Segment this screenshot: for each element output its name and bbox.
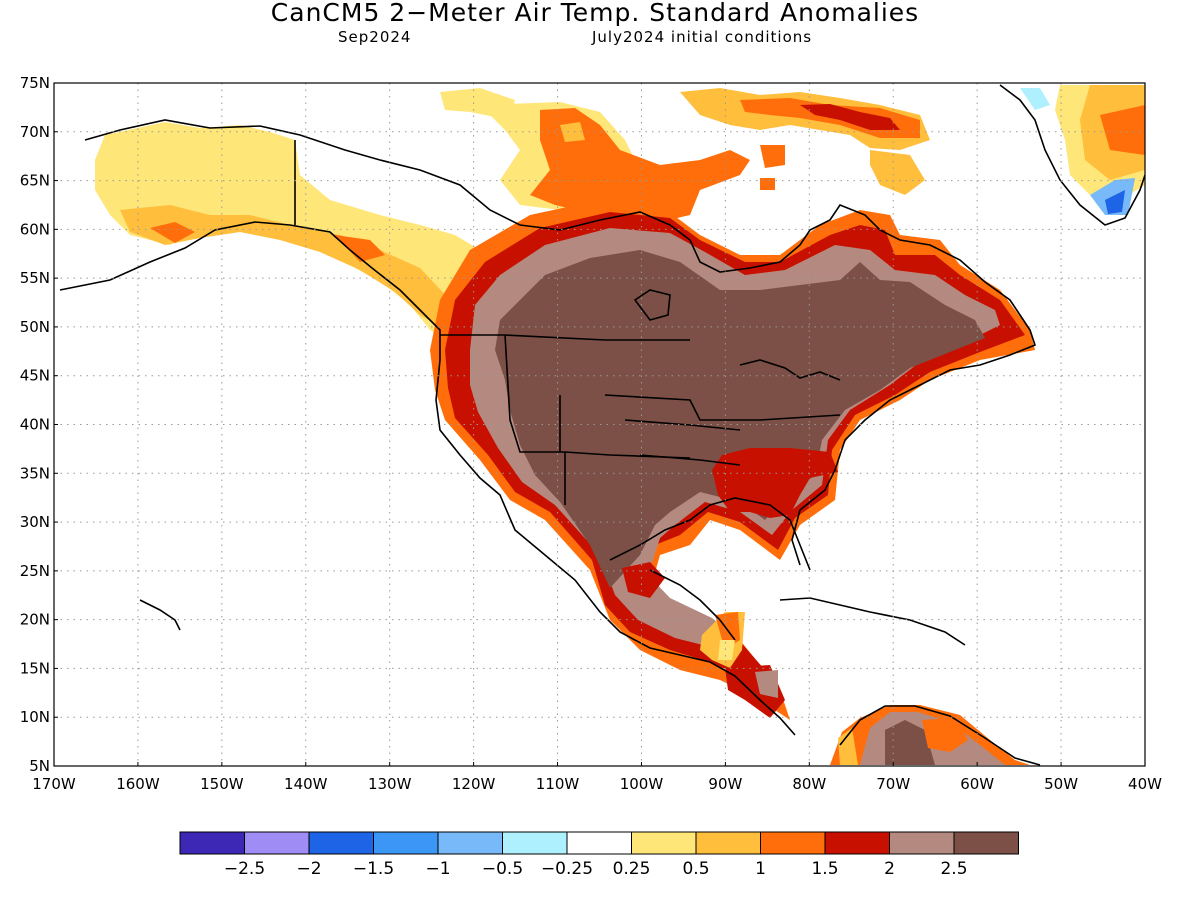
colorbar-label: 0.5: [682, 859, 709, 879]
colorbar-label: −1: [425, 859, 450, 879]
lon-tick-label: 100W: [620, 775, 664, 793]
latitude-labels: 75N 70N 65N 60N 55N 50N 45N 40N 35N 30N 25N 20N 15N 1…: [20, 74, 58, 775]
lon-tick-label: 60W: [960, 775, 994, 793]
colorbar-label: −1.5: [353, 859, 394, 879]
alaska-anomaly: [95, 122, 480, 345]
anomaly-field: [59, 84, 1145, 766]
colorbar-label: −0.5: [482, 859, 523, 879]
lat-tick-label: 30N: [20, 513, 50, 531]
lat-tick-label: 10N: [20, 708, 50, 726]
lon-tick-label: 90W: [708, 775, 742, 793]
south-america-anomaly: [830, 705, 1030, 765]
chart-title: CanCM5 2−Meter Air Temp. Standard Anomal…: [270, 0, 920, 27]
lon-tick-label: 70W: [876, 775, 910, 793]
colorbar-swatch: [373, 831, 439, 855]
lon-tick-label: 140W: [284, 775, 328, 793]
colorbar-swatch: [631, 831, 697, 855]
colorbar-label: −2.5: [224, 859, 265, 879]
longitude-labels: 170W 160W 150W 140W 130W 120W 110W 100W 90W 80W 70…: [32, 762, 1162, 793]
lat-tick-label: 75N: [20, 74, 50, 92]
colorbar-label: −0.25: [541, 859, 593, 879]
lat-tick-label: 55N: [20, 269, 50, 287]
forecast-month: Sep2024: [338, 28, 412, 46]
lat-tick-label: 60N: [20, 220, 50, 238]
lat-tick-label: 70N: [20, 123, 50, 141]
lat-tick-label: 20N: [20, 611, 50, 629]
colorbar-swatch: [824, 831, 890, 855]
lon-tick-label: 160W: [116, 775, 160, 793]
coastlines: [59, 84, 1145, 766]
initial-conditions: July2024 initial conditions: [592, 28, 813, 46]
lat-tick-label: 50N: [20, 318, 50, 336]
colorbar-swatch: [179, 831, 245, 855]
colorbar-swatch: [502, 831, 568, 855]
colorbar-swatch: [953, 831, 1019, 855]
colorbar-label: 2: [884, 859, 895, 879]
lat-tick-label: 15N: [20, 659, 50, 677]
lon-tick-label: 40W: [1128, 775, 1162, 793]
colorbar-swatch: [566, 831, 632, 855]
lat-tick-label: 25N: [20, 562, 50, 580]
arctic-anomaly: [440, 88, 930, 222]
lon-tick-label: 120W: [452, 775, 496, 793]
lat-tick-label: 5N: [29, 757, 50, 775]
lat-tick-label: 40N: [20, 416, 50, 434]
lon-tick-label: 130W: [368, 775, 412, 793]
colorbar-label: 0.25: [613, 859, 651, 879]
colorbar-label: −2: [296, 859, 321, 879]
colorbar-label: 1.5: [811, 859, 838, 879]
colorbar-swatch: [308, 831, 374, 855]
lon-tick-label: 110W: [536, 775, 580, 793]
colorbar-label: 2.5: [940, 859, 967, 879]
lon-tick-label: 50W: [1044, 775, 1078, 793]
colorbar-swatch: [760, 831, 826, 855]
colorbar-swatch: [889, 831, 955, 855]
greenland-anomaly: [1020, 85, 1145, 215]
continental-anomaly: [430, 200, 1035, 720]
colorbar-swatch: [244, 831, 310, 855]
lat-tick-label: 45N: [20, 367, 50, 385]
lon-tick-label: 170W: [32, 775, 76, 793]
colorbar-label: 1: [755, 859, 766, 879]
colorbar: −2.5 −2 −1.5 −1 −0.5 −0.25 0.25 0.5 1 1.5 2 2.5: [179, 831, 1019, 879]
colorbar-swatch: [437, 831, 503, 855]
colorbar-swatch: [695, 831, 761, 855]
lat-tick-label: 65N: [20, 172, 50, 190]
lon-tick-label: 150W: [200, 775, 244, 793]
lat-tick-label: 35N: [20, 464, 50, 482]
lon-tick-label: 80W: [792, 775, 826, 793]
